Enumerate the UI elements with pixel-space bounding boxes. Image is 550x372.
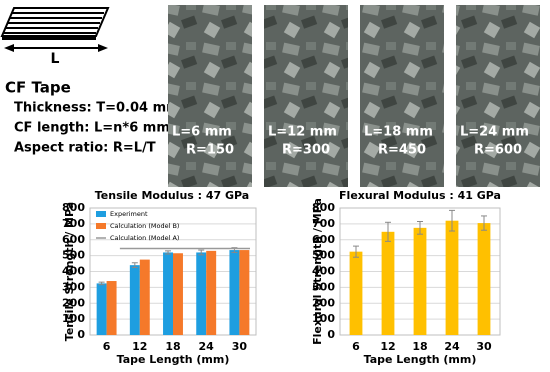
bar xyxy=(477,223,491,335)
bar xyxy=(445,220,459,335)
bar xyxy=(163,252,173,335)
bar xyxy=(349,251,363,335)
y-tick-label: 700 xyxy=(62,217,85,230)
y-tick-label: 800 xyxy=(62,201,85,214)
y-tick-label: 0 xyxy=(77,328,85,341)
sample-length: L=18 mm xyxy=(364,125,433,140)
bar xyxy=(96,283,107,335)
sample-length: L=24 mm xyxy=(460,125,529,140)
x-tick-label: 12 xyxy=(132,340,147,353)
tape-spec: Aspect ratio: R=L/T xyxy=(14,141,156,156)
x-tick-label: 12 xyxy=(380,340,395,353)
bar xyxy=(106,281,117,335)
y-axis-label: Tensile Strength / MPa xyxy=(63,202,76,341)
tape-icon xyxy=(0,7,110,52)
sample-ratio: R=150 xyxy=(186,143,234,158)
bar xyxy=(206,250,217,335)
x-tick-label: 18 xyxy=(412,340,427,353)
bar xyxy=(381,231,395,335)
y-tick-label: 600 xyxy=(312,233,335,246)
y-tick-label: 500 xyxy=(62,249,85,262)
chart-title: Flexural Modulus : 41 GPa xyxy=(339,189,501,202)
y-tick-label: 700 xyxy=(312,217,335,230)
y-tick-label: 400 xyxy=(62,265,85,278)
y-tick-label: 300 xyxy=(62,280,85,293)
sample-ratio: R=450 xyxy=(378,143,426,158)
error-bar xyxy=(417,220,423,235)
error-bar xyxy=(131,262,138,269)
legend-swatch xyxy=(96,223,106,229)
bar xyxy=(229,250,240,335)
bar xyxy=(139,259,150,335)
legend-label: Experiment xyxy=(110,210,148,218)
error-bar xyxy=(353,245,359,258)
x-tick-label: 24 xyxy=(199,340,215,353)
y-tick-label: 500 xyxy=(312,249,335,262)
x-tick-label: 18 xyxy=(165,340,180,353)
chart-title: Tensile Modulus : 47 GPa xyxy=(95,189,249,202)
x-axis-label: Tape Length (mm) xyxy=(364,353,477,366)
tape-spec: Thickness: T=0.04 mm xyxy=(14,101,180,116)
y-tick-label: 0 xyxy=(327,328,335,341)
y-tick-label: 600 xyxy=(62,233,85,246)
sample-photo xyxy=(264,5,348,187)
error-bar xyxy=(98,281,105,286)
tape-spec: CF length: L=n*6 mm xyxy=(14,121,170,136)
x-tick-label: 30 xyxy=(476,340,492,353)
sample-photo xyxy=(456,5,540,187)
y-tick-label: 200 xyxy=(62,296,85,309)
sample-photo xyxy=(168,5,252,187)
y-tick-label: 100 xyxy=(312,312,335,325)
x-tick-label: 6 xyxy=(352,340,360,353)
y-tick-label: 400 xyxy=(312,265,335,278)
error-bar xyxy=(481,215,487,231)
error-bar xyxy=(385,221,391,242)
bar xyxy=(413,227,427,335)
y-tick-label: 300 xyxy=(312,280,335,293)
legend-label: Calculation (Model B) xyxy=(110,222,179,230)
y-tick-label: 200 xyxy=(312,296,335,309)
length-label: L xyxy=(51,51,60,67)
bar xyxy=(196,252,207,335)
legend-label: Calculation (Model A) xyxy=(110,234,179,242)
x-tick-label: 6 xyxy=(103,340,111,353)
y-axis-label: Flexural Strength / MPa xyxy=(311,198,324,345)
error-bar xyxy=(198,249,205,256)
x-tick-label: 30 xyxy=(232,340,248,353)
error-bar xyxy=(165,250,172,255)
y-tick-label: 100 xyxy=(62,312,85,325)
sample-ratio: R=600 xyxy=(474,143,522,158)
x-tick-label: 24 xyxy=(444,340,460,353)
legend-swatch xyxy=(96,211,106,217)
bar xyxy=(173,253,183,335)
sample-length: L=6 mm xyxy=(172,125,232,140)
error-bar xyxy=(449,209,455,232)
sample-length: L=12 mm xyxy=(268,125,337,140)
sample-photo xyxy=(360,5,444,187)
x-axis-label: Tape Length (mm) xyxy=(117,353,230,366)
bar xyxy=(129,265,140,335)
y-tick-label: 800 xyxy=(312,201,335,214)
sample-ratio: R=300 xyxy=(282,143,330,158)
tape-title: CF Tape xyxy=(5,79,71,97)
bar xyxy=(239,250,250,335)
